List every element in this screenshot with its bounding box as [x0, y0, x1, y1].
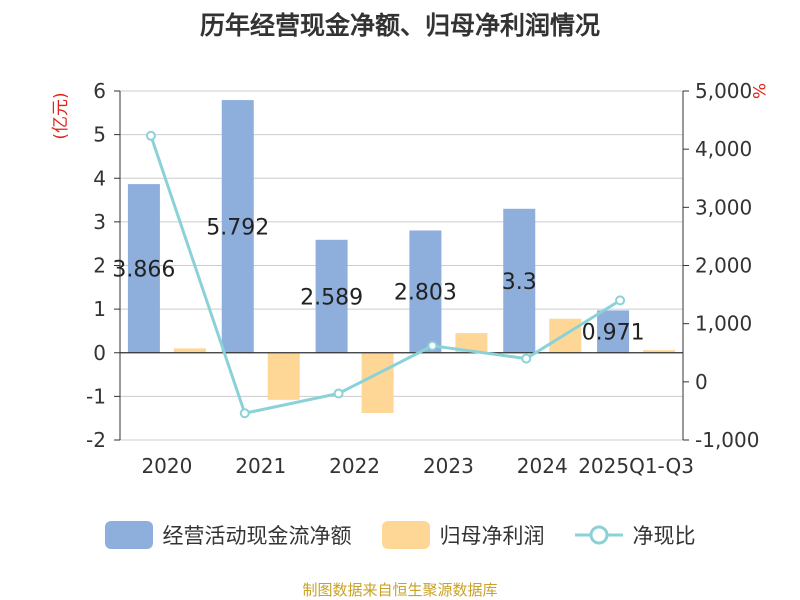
right-tick-label: 1,000 [695, 312, 752, 336]
legend-item-netprofit[interactable]: 归母净利润 [381, 520, 545, 550]
legend-label-netprofit: 归母净利润 [439, 524, 545, 548]
x-tick-label: 2024 [517, 454, 568, 478]
left-tick-label: 2 [93, 254, 106, 278]
data-label: 2.803 [394, 281, 457, 306]
bar-netprofit [173, 348, 206, 353]
bar-cashflow [221, 100, 254, 353]
bar-netprofit [267, 352, 300, 400]
bar-cashflow [597, 310, 630, 353]
x-tick-label: 2023 [423, 454, 474, 478]
left-tick-label: -2 [86, 428, 106, 452]
left-tick-label: 6 [93, 79, 106, 103]
right-tick-label: 3,000 [695, 195, 752, 219]
x-tick-label: 2022 [329, 454, 380, 478]
legend: 经营活动现金流净额 归母净利润 净现比 [0, 517, 800, 553]
x-tick-label: 2020 [141, 454, 192, 478]
bar-netprofit [643, 350, 676, 353]
right-tick-label: -1,000 [695, 428, 759, 452]
ratio-point [615, 295, 626, 306]
left-axis-unit: (亿元) [51, 92, 71, 139]
axes: 6 5 4 3 2 1 0 -1 -2 5,000 4,000 3,000 2,000 1,000 0 -1,… [86, 79, 759, 478]
legend-item-ratio[interactable]: 净现比 [574, 520, 696, 550]
bar-netprofit [361, 352, 394, 413]
bar-cashflow [503, 208, 536, 353]
right-tick-label: 5,000 [695, 79, 752, 103]
bar-netprofit [455, 333, 488, 353]
ratio-point [333, 388, 344, 399]
bars [127, 100, 676, 413]
data-label: 3.3 [502, 270, 537, 295]
left-tick-label: 0 [93, 341, 106, 365]
bar-cashflow [409, 230, 442, 353]
ratio-point [145, 130, 156, 141]
left-tick-label: 4 [93, 166, 106, 190]
grid-lines [120, 90, 683, 441]
legend-label-ratio: 净现比 [632, 524, 696, 548]
source-note: 制图数据来自恒生聚源数据库 [302, 581, 498, 599]
ratio-point [239, 408, 250, 419]
legend-label-cashflow: 经营活动现金流净额 [162, 524, 352, 548]
chart-title: 历年经营现金净额、归母净利润情况 [199, 11, 600, 40]
right-tick-label: 2,000 [695, 254, 752, 278]
left-tick-label: 1 [93, 297, 106, 321]
left-tick-label: 3 [93, 210, 106, 234]
data-label: 5.792 [206, 215, 269, 240]
chart-area: 6 5 4 3 2 1 0 -1 -2 5,000 4,000 3,000 2,000 1,000 0 -1,… [51, 79, 768, 478]
right-tick-label: 4,000 [695, 137, 752, 161]
legend-item-cashflow[interactable]: 经营活动现金流净额 [104, 520, 352, 550]
data-labels: 3.866 5.792 2.589 2.803 3.3 0.971 [112, 215, 644, 345]
right-axis-unit: % [748, 83, 768, 99]
ratio-point [427, 340, 438, 351]
data-label: 0.971 [582, 321, 645, 346]
ratio-point [521, 353, 532, 364]
x-tick-label: 2021 [235, 454, 286, 478]
data-label: 3.866 [112, 257, 175, 282]
bar-cashflow [315, 239, 348, 353]
legend-swatch-netprofit [381, 521, 430, 549]
right-tick-label: 0 [695, 370, 708, 394]
data-label: 2.589 [300, 285, 363, 310]
ratio-line-path [149, 135, 621, 415]
bar-cashflow [127, 184, 160, 353]
x-tick-label: 2025Q1-Q3 [578, 454, 694, 478]
left-tick-label: 5 [93, 123, 106, 147]
legend-swatch-ratio [574, 525, 623, 545]
ratio-line [145, 130, 626, 419]
legend-swatch-cashflow [104, 521, 153, 549]
left-tick-label: -1 [86, 384, 106, 408]
